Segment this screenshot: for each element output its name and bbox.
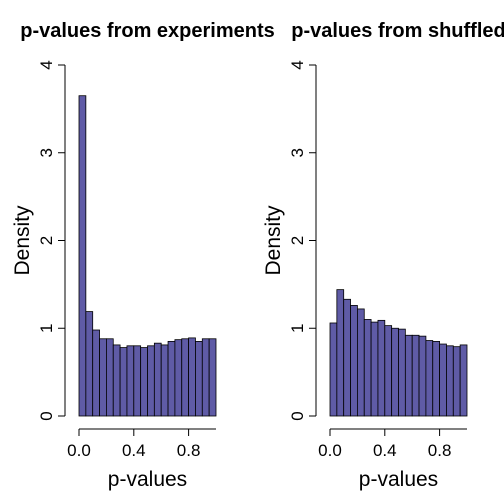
bar [160,344,169,417]
bar [404,334,413,417]
bar [377,319,386,417]
chart-title: p-values from shuffled [291,20,504,42]
bar [391,327,399,417]
y-tick-label: 1 [288,324,307,333]
y-axis-label: Density [11,205,34,276]
x-tick-label: 0.4 [373,441,397,460]
x-tick-label: 0.8 [177,441,201,460]
bar [418,335,427,417]
bar [350,305,358,417]
y-tick-label: 3 [37,148,56,157]
x-tick-label: 0.0 [67,441,91,460]
bar [370,321,379,417]
y-tick-label: 4 [37,60,56,69]
bar [446,345,454,417]
bar [452,346,461,417]
bar [343,298,351,417]
bar [147,345,155,417]
bar [439,343,447,417]
bar [432,341,440,417]
bar [167,341,176,417]
y-tick-label: 2 [288,236,307,245]
bar [78,95,87,417]
y-tick-label: 0 [37,411,56,420]
bar [384,325,393,417]
bar [208,338,217,417]
bar [459,344,468,417]
x-axis-label: p-values [359,468,438,491]
bar [329,322,338,417]
x-tick-label: 0.8 [428,441,452,460]
bar [398,328,406,417]
bar [133,345,142,417]
bar [188,337,196,417]
bar [201,338,210,417]
bar [119,347,128,417]
bar [195,341,203,417]
bar [174,339,183,417]
bar [92,329,100,417]
x-axis-label: p-values [108,468,187,491]
y-axis-label: Density [262,205,285,276]
y-tick-label: 0 [288,411,307,420]
x-tick-label: 0.0 [318,441,342,460]
y-tick-label: 1 [37,324,56,333]
bar [363,319,372,417]
bar [153,342,162,417]
bar [411,334,420,417]
bar [126,345,135,417]
bar [181,338,189,417]
bar [106,338,114,417]
bar [356,308,365,417]
y-tick-label: 4 [288,60,307,69]
y-tick-label: 3 [288,148,307,157]
bar [99,338,107,417]
bar [112,344,121,417]
bar [336,289,345,417]
y-tick-label: 2 [37,236,56,245]
bar [140,347,148,417]
bar [425,340,434,417]
bar [85,311,94,417]
x-tick-label: 0.4 [122,441,146,460]
chart-title: p-values from experiments [20,20,275,42]
